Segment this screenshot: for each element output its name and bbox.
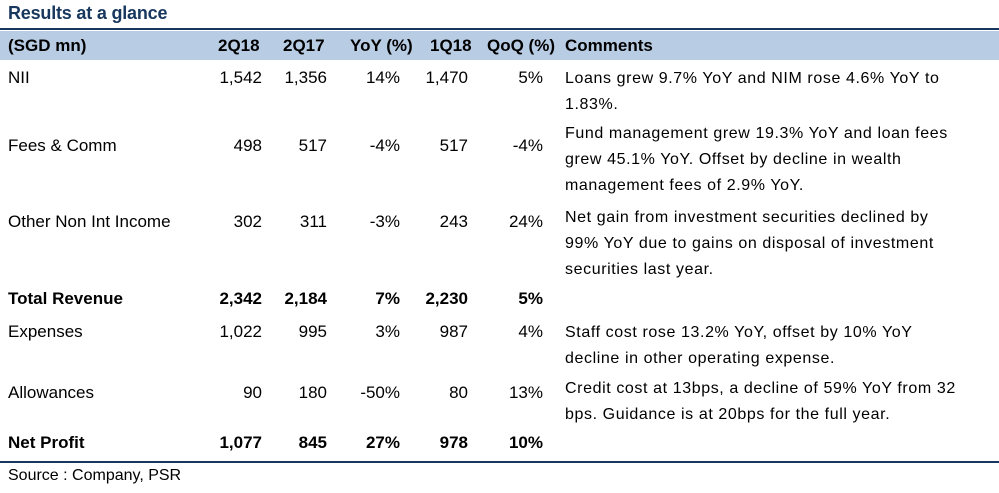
- cell-1q18: 517: [439, 136, 468, 155]
- cell-yoy: -50%: [360, 383, 400, 402]
- cell-2q18: 90: [243, 383, 262, 402]
- source-note: Source : Company, PSR: [8, 467, 182, 484]
- row-comment-line: Loans grew 9.7% YoY and NIM rose 4.6% Yo…: [565, 70, 940, 87]
- row-label: Expenses: [8, 322, 83, 341]
- page-title: Results at a glance: [8, 3, 168, 23]
- row-comment-line: securities last year.: [565, 261, 714, 278]
- row-label: Allowances: [8, 383, 94, 402]
- cell-2q18: 1,077: [219, 433, 262, 452]
- cell-1q18: 987: [439, 322, 468, 341]
- cell-2q18: 498: [233, 136, 262, 155]
- cell-qoq: 5%: [518, 289, 543, 308]
- row-label: Total Revenue: [8, 289, 123, 308]
- row-comment-line: 99% YoY due to gains on disposal of inve…: [565, 235, 934, 252]
- row-comment-line: decline in other operating expense.: [565, 350, 836, 367]
- cell-2q17: 845: [298, 433, 327, 452]
- cell-2q17: 2,184: [284, 289, 327, 308]
- cell-2q18: 2,342: [219, 289, 262, 308]
- header-comments: Comments: [565, 36, 653, 55]
- header-1q18: 1Q18: [430, 36, 472, 55]
- row-comment-line: Staff cost rose 13.2% YoY, offset by 10%…: [565, 324, 913, 341]
- bottom-rule: [0, 461, 999, 463]
- cell-2q17: 995: [298, 322, 327, 341]
- cell-1q18: 978: [439, 433, 468, 452]
- cell-1q18: 243: [439, 212, 468, 231]
- cell-qoq: -4%: [512, 136, 543, 155]
- row-label: Other Non Int Income: [8, 212, 171, 231]
- cell-2q18: 302: [233, 212, 262, 231]
- row-comment-line: Fund management grew 19.3% YoY and loan …: [565, 125, 948, 142]
- cell-1q18: 2,230: [425, 289, 468, 308]
- cell-qoq: 10%: [508, 433, 543, 452]
- row-comment-line: 1.83%.: [565, 96, 619, 113]
- cell-yoy: 27%: [365, 433, 400, 452]
- cell-yoy: 7%: [375, 289, 400, 308]
- cell-qoq: 24%: [508, 212, 543, 231]
- cell-yoy: 3%: [375, 322, 400, 341]
- header-qoq: QoQ (%): [487, 36, 555, 55]
- header-label: (SGD mn): [8, 36, 87, 55]
- cell-yoy: -3%: [369, 212, 400, 231]
- cell-qoq: 4%: [518, 322, 543, 341]
- cell-yoy: 14%: [365, 68, 400, 87]
- row-label: NII: [8, 68, 30, 87]
- row-comment-line: Credit cost at 13bps, a decline of 59% Y…: [565, 380, 956, 397]
- cell-2q17: 180: [298, 383, 327, 402]
- cell-2q17: 517: [298, 136, 327, 155]
- header-2q18: 2Q18: [218, 36, 260, 55]
- top-rule: [0, 28, 999, 30]
- row-label: Net Profit: [8, 433, 85, 452]
- table-header: (SGD mn) 2Q18 2Q17 YoY (%) 1Q18 QoQ (%) …: [0, 31, 999, 60]
- cell-2q18: 1,542: [219, 68, 262, 87]
- cell-2q17: 311: [299, 212, 327, 231]
- row-comment-line: management fees of 2.9% YoY.: [565, 177, 804, 194]
- cell-qoq: 5%: [518, 68, 543, 87]
- cell-2q17: 1,356: [284, 68, 327, 87]
- row-comment-line: bps. Guidance is at 20bps for the full y…: [565, 406, 891, 423]
- row-label: Fees & Comm: [8, 136, 117, 155]
- header-2q17: 2Q17: [283, 36, 325, 55]
- cell-qoq: 13%: [508, 383, 543, 402]
- cell-yoy: -4%: [369, 136, 400, 155]
- row-comment-line: Net gain from investment securities decl…: [565, 209, 929, 226]
- cell-1q18: 80: [449, 383, 468, 402]
- cell-1q18: 1,470: [425, 68, 468, 87]
- header-yoy: YoY (%): [350, 36, 413, 55]
- row-comment-line: grew 45.1% YoY. Offset by decline in wea…: [565, 151, 902, 168]
- cell-2q18: 1,022: [219, 322, 262, 341]
